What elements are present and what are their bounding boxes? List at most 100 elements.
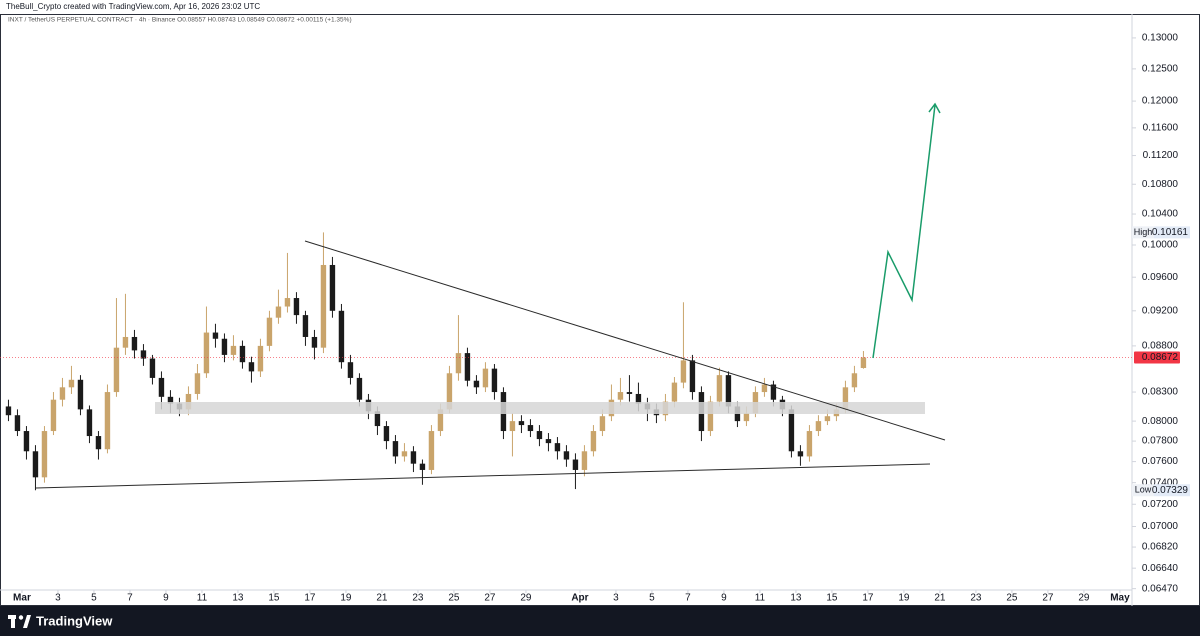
x-tick-label: 21: [376, 593, 388, 604]
candle-body: [59, 387, 66, 400]
candle-body: [329, 264, 336, 311]
projection-arrow: [872, 104, 936, 359]
logo-part: [11, 619, 15, 628]
x-tick-label: 29: [1078, 593, 1090, 604]
symbol-legend: INXT / TetherUS PERPETUAL CONTRACT · 4h …: [8, 17, 352, 24]
y-tick-label: 0.10800: [1142, 179, 1179, 190]
candle-body: [725, 375, 732, 407]
candle-body: [185, 393, 192, 410]
y-tick-label: 0.07000: [1142, 521, 1179, 532]
candle-body: [482, 368, 489, 388]
candle-body: [707, 401, 714, 432]
x-tick-label: 7: [685, 593, 691, 604]
y-tick-label: 0.09600: [1142, 272, 1179, 283]
candle-body: [563, 451, 570, 460]
candle-body: [131, 336, 138, 351]
x-tick-label: 3: [613, 593, 619, 604]
y-tick-label: 0.07600: [1142, 456, 1179, 467]
candle-body: [212, 332, 219, 339]
candle-body: [581, 451, 588, 470]
candle-body: [464, 353, 471, 381]
candle-body: [194, 373, 201, 394]
x-tick-label: 3: [55, 593, 61, 604]
y-tick-label: 0.12500: [1142, 64, 1179, 75]
candle-body: [392, 441, 399, 457]
low-value-box: [1154, 484, 1190, 497]
candle-body: [428, 431, 435, 470]
y-tick-label: 0.07400: [1142, 477, 1179, 488]
x-tick-label: 25: [1006, 593, 1018, 604]
candle-body: [473, 380, 480, 388]
candle-body: [41, 431, 48, 478]
y-tick-label: 0.11600: [1143, 122, 1179, 133]
candle-body: [230, 345, 237, 355]
candle-body: [14, 415, 21, 432]
low-value: 0.07329: [1152, 485, 1189, 496]
x-tick-label: 9: [721, 593, 727, 604]
x-tick-label: 5: [649, 593, 655, 604]
y-tick-label: 0.07200: [1142, 499, 1179, 510]
candle-body: [554, 443, 561, 452]
y-tick-label: 0.06470: [1142, 583, 1179, 594]
x-tick-label: 21: [934, 593, 946, 604]
candle-body: [770, 384, 777, 400]
ascending-trendline: [35, 463, 931, 489]
candle-body: [788, 409, 795, 452]
x-tick-label: 19: [340, 593, 352, 604]
candle-body: [761, 384, 768, 393]
x-tick-label: 15: [826, 593, 838, 604]
candle-body: [239, 345, 246, 363]
candle-body: [302, 315, 309, 337]
candle-body: [680, 360, 687, 383]
candle-body: [149, 358, 156, 378]
candle-body: [716, 375, 723, 402]
candle-body: [293, 298, 300, 316]
candle-body: [140, 350, 147, 359]
x-tick-label: Apr: [571, 593, 588, 604]
candle-body: [419, 463, 426, 470]
candle-body: [50, 399, 57, 432]
y-tick-label: 0.11200: [1143, 150, 1179, 161]
x-tick-label: 9: [163, 593, 169, 604]
candle-body: [635, 393, 642, 404]
candle-body: [455, 353, 462, 374]
candle-body: [248, 362, 255, 372]
candle-body: [572, 459, 579, 470]
footer: [0, 606, 1200, 636]
candle-body: [77, 379, 84, 410]
high-tag-box: [1132, 226, 1154, 239]
candle-body: [401, 451, 408, 457]
last-price-label: 0.08672: [1142, 352, 1179, 363]
candle-body: [23, 431, 30, 452]
candle-body: [536, 431, 543, 440]
y-tick-label: 0.06640: [1142, 563, 1179, 574]
candle-body: [509, 421, 516, 432]
candle-body: [32, 451, 39, 478]
candle-body: [617, 392, 624, 400]
candle-body: [5, 406, 12, 416]
y-tick-label: 0.08000: [1142, 416, 1179, 427]
y-tick-label: 0.12000: [1142, 96, 1179, 107]
logo-part: [23, 615, 31, 628]
candle-body: [284, 298, 291, 307]
candle-body: [851, 373, 858, 388]
arrow-head: [928, 102, 941, 114]
x-tick-label: 29: [520, 593, 532, 604]
x-tick-label: 7: [127, 593, 133, 604]
y-tick-label: 0.08800: [1142, 341, 1179, 352]
candle-body: [374, 411, 381, 427]
candle-body: [95, 436, 102, 450]
low-tag: Low: [1135, 485, 1152, 495]
candle-body: [626, 392, 633, 394]
y-tick-label: 0.13000: [1142, 33, 1179, 44]
x-tick-label: 19: [898, 593, 910, 604]
candle-body: [689, 360, 696, 393]
credit: TheBull_Crypto created with TradingView.…: [6, 2, 260, 11]
candle-body: [518, 421, 525, 426]
candle-body: [275, 306, 282, 318]
candle-body: [860, 357, 867, 368]
candle-body: [671, 382, 678, 402]
candle-body: [68, 379, 75, 388]
candle-body: [815, 421, 822, 432]
